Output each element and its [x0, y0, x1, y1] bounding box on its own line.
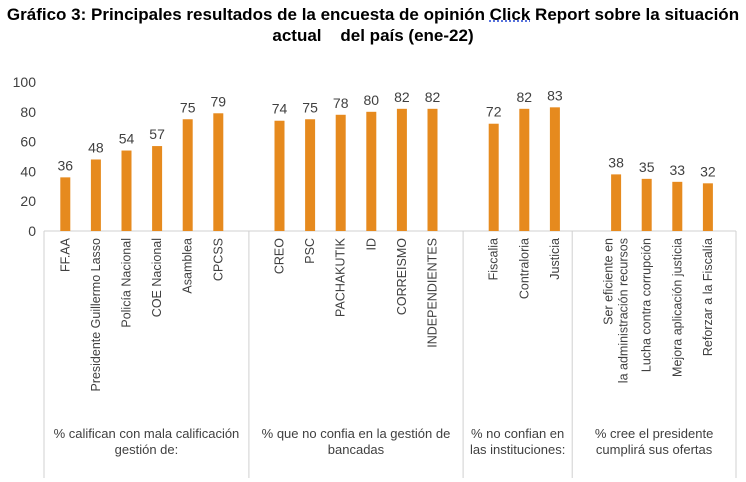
- bar: [335, 114, 346, 231]
- category-label: Reforzar a la Fiscalía: [701, 238, 715, 356]
- bar: [274, 120, 285, 231]
- data-label: 72: [486, 104, 502, 120]
- data-label: 33: [670, 162, 686, 178]
- category-label: Fiscalia: [487, 238, 501, 280]
- category-label: Asamblea: [181, 238, 195, 294]
- data-label: 54: [119, 131, 135, 147]
- y-tick-label: 60: [20, 134, 36, 150]
- bar: [488, 123, 499, 231]
- category-label: FF.AA: [58, 237, 72, 272]
- category-label: Ser eficiente en: [602, 238, 616, 325]
- data-label: 35: [639, 159, 655, 175]
- group-label: % califican con mala calificación gestió…: [53, 426, 240, 457]
- bar: [672, 181, 683, 231]
- data-label: 75: [302, 99, 318, 115]
- category-label: PACHAKUTIK: [334, 237, 348, 317]
- data-label: 48: [88, 139, 104, 155]
- data-label: 57: [149, 126, 165, 142]
- bar: [549, 107, 560, 231]
- bar: [611, 174, 622, 231]
- bar: [702, 183, 713, 231]
- data-label: 75: [180, 99, 196, 115]
- group-label: % no confian en las instituciones:: [469, 426, 566, 457]
- y-tick-label: 100: [13, 74, 37, 90]
- y-tick-label: 20: [20, 193, 36, 209]
- bar: [182, 119, 193, 231]
- title-click-word: Click: [489, 5, 531, 24]
- y-tick-label: 0: [28, 223, 36, 239]
- bar: [427, 108, 438, 231]
- bar: [366, 111, 377, 231]
- bar: [121, 150, 132, 231]
- category-label: CORREISMO: [395, 238, 409, 315]
- category-label: PSC: [303, 238, 317, 264]
- bar: [641, 178, 652, 231]
- bar: [519, 108, 530, 231]
- group-label: % que no confia en la gestión de bancada…: [261, 426, 451, 457]
- bar: [90, 159, 101, 231]
- bar: [213, 113, 224, 231]
- bar: [60, 177, 71, 231]
- data-label: 32: [700, 163, 716, 179]
- data-label: 79: [211, 93, 227, 109]
- category-label: Lucha contra corrupción: [640, 238, 654, 372]
- bar: [152, 146, 163, 231]
- category-label: CPCSS: [211, 238, 225, 281]
- category-label: la administración recursos: [617, 238, 631, 383]
- category-label: COE Nacional: [150, 238, 164, 317]
- data-label: 83: [547, 87, 563, 103]
- bar: [396, 108, 407, 231]
- bar: [305, 119, 316, 231]
- y-tick-label: 40: [20, 163, 36, 179]
- data-label: 36: [58, 157, 74, 173]
- data-label: 80: [364, 92, 380, 108]
- data-label: 82: [425, 89, 441, 105]
- data-label: 74: [272, 101, 288, 117]
- category-label: INDEPENDIENTES: [426, 238, 440, 348]
- category-label: Policía Nacional: [120, 238, 134, 328]
- category-label: ID: [364, 238, 378, 251]
- category-label: Justicia: [548, 238, 562, 280]
- title-line-1: Gráfico 3: Principales resultados de la …: [6, 5, 740, 24]
- data-label: 82: [517, 89, 533, 105]
- data-label: 78: [333, 95, 349, 111]
- category-label: Presidente Guillermo Lasso: [89, 238, 103, 392]
- title-line-2: actual del país (ene-22): [272, 26, 474, 45]
- data-label: 82: [394, 89, 410, 105]
- y-tick-label: 80: [20, 104, 36, 120]
- chart-title: Gráfico 3: Principales resultados de la …: [0, 4, 746, 46]
- category-label: Contraloria: [517, 238, 531, 299]
- data-label: 38: [608, 154, 624, 170]
- category-label: CREO: [273, 238, 287, 274]
- group-label: % cree el presidente cumplirá sus oferta…: [594, 426, 714, 457]
- category-label: Mejora aplicación justicia: [670, 238, 684, 377]
